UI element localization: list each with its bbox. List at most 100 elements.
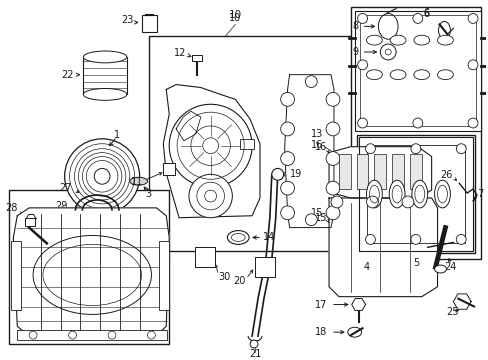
Text: 23: 23	[121, 15, 133, 26]
Circle shape	[29, 331, 37, 339]
Circle shape	[380, 44, 395, 60]
Text: 6: 6	[423, 8, 429, 18]
Ellipse shape	[83, 51, 126, 63]
Ellipse shape	[366, 180, 382, 208]
Circle shape	[94, 168, 110, 184]
Ellipse shape	[411, 180, 427, 208]
Bar	[354, 10, 480, 131]
Text: 25: 25	[445, 307, 458, 318]
Text: 18: 18	[314, 327, 326, 337]
Text: 21: 21	[248, 349, 261, 359]
Text: 5: 5	[412, 258, 418, 268]
Bar	[391, 154, 403, 189]
Text: 10: 10	[228, 9, 242, 19]
Circle shape	[249, 340, 258, 348]
Bar	[240, 139, 254, 149]
Circle shape	[271, 168, 283, 180]
Circle shape	[169, 104, 252, 187]
Circle shape	[280, 181, 294, 195]
Circle shape	[108, 331, 116, 339]
Text: 14: 14	[263, 233, 275, 243]
Text: 6: 6	[423, 9, 429, 18]
Bar	[409, 154, 421, 189]
Bar	[366, 145, 464, 243]
Bar	[194, 247, 214, 267]
Circle shape	[410, 234, 420, 244]
Polygon shape	[351, 298, 365, 311]
Polygon shape	[328, 147, 431, 198]
Circle shape	[412, 118, 422, 128]
Bar	[142, 14, 157, 32]
Ellipse shape	[438, 21, 449, 39]
Bar	[17, 330, 167, 340]
Text: 13: 13	[310, 129, 323, 139]
Ellipse shape	[378, 14, 397, 39]
Text: 27: 27	[59, 183, 72, 193]
Text: 11: 11	[131, 177, 143, 187]
Text: 16: 16	[310, 140, 323, 150]
Text: 4: 4	[363, 262, 369, 272]
Ellipse shape	[347, 327, 361, 337]
Text: 22: 22	[61, 70, 73, 80]
Ellipse shape	[437, 70, 452, 80]
Ellipse shape	[129, 177, 147, 185]
Text: 16: 16	[314, 142, 326, 152]
Ellipse shape	[389, 70, 405, 80]
Ellipse shape	[437, 35, 452, 45]
Text: 29: 29	[55, 201, 67, 211]
Text: 26: 26	[439, 170, 451, 180]
Circle shape	[455, 144, 465, 154]
Bar	[338, 154, 350, 189]
Circle shape	[357, 118, 367, 128]
Circle shape	[467, 14, 477, 23]
Circle shape	[325, 93, 339, 106]
Ellipse shape	[389, 35, 405, 45]
Polygon shape	[176, 111, 201, 141]
Ellipse shape	[227, 230, 248, 244]
Bar	[11, 242, 21, 310]
Bar	[9, 190, 169, 344]
Bar	[191, 55, 202, 61]
Text: 19: 19	[289, 169, 301, 179]
Polygon shape	[284, 75, 333, 228]
Text: 30: 30	[218, 272, 230, 282]
Text: 15: 15	[310, 208, 323, 218]
Circle shape	[357, 60, 367, 70]
Circle shape	[280, 206, 294, 220]
Text: 9: 9	[352, 47, 358, 57]
Circle shape	[64, 139, 140, 214]
Bar	[358, 137, 472, 251]
Text: 15: 15	[314, 213, 326, 223]
Text: 2: 2	[18, 218, 24, 228]
Bar	[356, 135, 474, 253]
Bar	[374, 154, 386, 189]
Bar	[350, 6, 480, 259]
Circle shape	[330, 196, 342, 208]
Ellipse shape	[83, 89, 126, 100]
Bar	[255, 257, 274, 277]
Text: 17: 17	[314, 300, 326, 310]
Ellipse shape	[413, 35, 429, 45]
Circle shape	[365, 144, 375, 154]
Ellipse shape	[434, 180, 449, 208]
Bar	[359, 15, 475, 126]
Circle shape	[325, 206, 339, 220]
Circle shape	[147, 331, 155, 339]
Text: 24: 24	[443, 262, 456, 272]
Text: 7: 7	[476, 189, 482, 199]
Bar	[149, 36, 361, 251]
Text: 20: 20	[232, 276, 244, 286]
Circle shape	[68, 331, 76, 339]
Circle shape	[455, 234, 465, 244]
Bar	[83, 57, 126, 94]
Bar	[25, 218, 35, 226]
Circle shape	[467, 118, 477, 128]
Text: 28: 28	[5, 203, 17, 213]
Circle shape	[401, 196, 413, 208]
Circle shape	[188, 174, 232, 218]
Circle shape	[410, 144, 420, 154]
Bar	[356, 154, 368, 189]
Polygon shape	[328, 198, 437, 297]
Circle shape	[305, 214, 317, 226]
Ellipse shape	[33, 235, 151, 314]
